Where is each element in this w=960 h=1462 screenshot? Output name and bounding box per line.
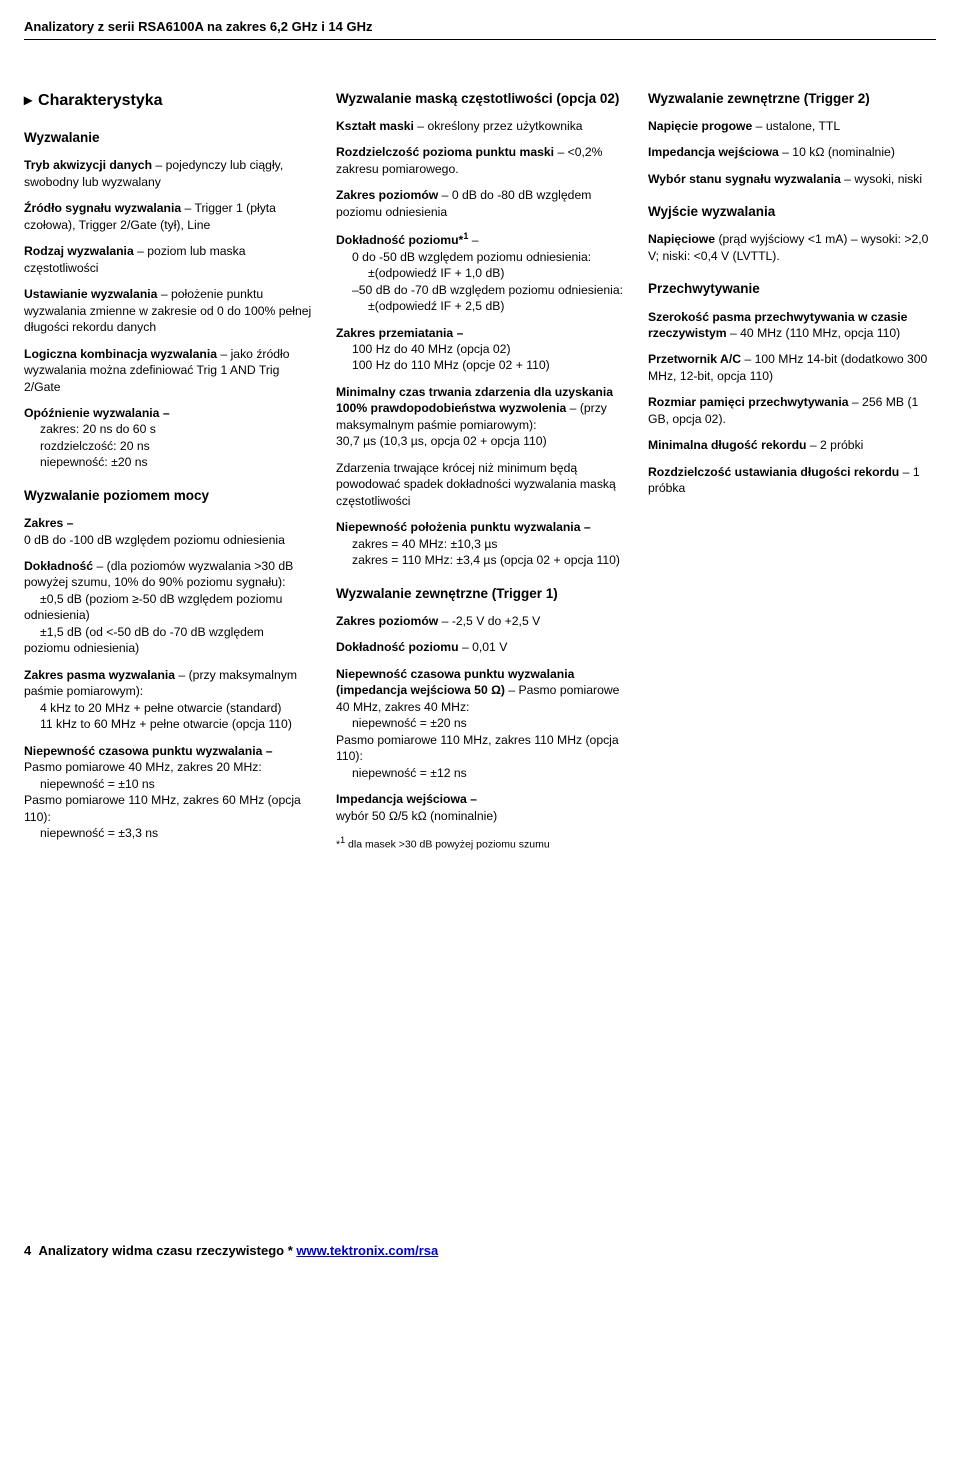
subheading-trig1: Wyzwalanie zewnętrzne (Trigger 1) [336, 585, 624, 603]
content-columns: ▸ Charakterystyka Wyzwalanie Tryb akwizyc… [24, 90, 936, 862]
spec-item: Rozdzielczość ustawiania długości rekord… [648, 464, 936, 497]
spec-item: Minimalny czas trwania zdarzenia dla uzy… [336, 384, 624, 450]
spec-item: Ustawianie wyzwalania – położenie punktu… [24, 286, 312, 335]
spec-item: Zakres pasma wyzwalania – (przy maksymal… [24, 667, 312, 733]
page-footer: 4 Analizatory widma czasu rzeczywistego … [24, 1242, 936, 1260]
column-2: Wyzwalanie maską częstotliwości (opcja 0… [336, 90, 624, 862]
spec-item: Dokładność poziomu – 0,01 V [336, 639, 624, 655]
subheading-przechwytywanie: Przechwytywanie [648, 280, 936, 298]
spec-item: Niepewność położenia punktu wyzwalania –… [336, 519, 624, 568]
spec-item: Źródło sygnału wyzwalania – Trigger 1 (p… [24, 200, 312, 233]
column-3: Wyzwalanie zewnętrzne (Trigger 2) Napięc… [648, 90, 936, 862]
spec-item: Niepewność czasowa punktu wyzwalania (im… [336, 666, 624, 781]
spec-item: Logiczna kombinacja wyzwalania – jako źr… [24, 346, 312, 395]
column-1: ▸ Charakterystyka Wyzwalanie Tryb akwizyc… [24, 90, 312, 862]
section-title-text: Charakterystyka [38, 92, 163, 109]
page-header: Analizatory z serii RSA6100A na zakres 6… [24, 18, 936, 40]
spec-item: Minimalna długość rekordu – 2 próbki [648, 437, 936, 453]
footer-text: Analizatory widma czasu rzeczywistego * [38, 1243, 296, 1258]
subheading-maska: Wyzwalanie maską częstotliwości (opcja 0… [336, 90, 624, 108]
spec-item: Zakres poziomów – -2,5 V do +2,5 V [336, 613, 624, 629]
spec-item: Zdarzenia trwające krócej niż minimum bę… [336, 460, 624, 509]
subheading-wyzwalanie: Wyzwalanie [24, 129, 312, 147]
spec-item: Wybór stanu sygnału wyzwalania – wysoki,… [648, 171, 936, 187]
spec-item: Impedancja wejściowa – 10 kΩ (nominalnie… [648, 144, 936, 160]
section-heading: ▸ Charakterystyka [24, 90, 312, 112]
spec-item: Tryb akwizycji danych – pojedynczy lub c… [24, 157, 312, 190]
footer-link[interactable]: www.tektronix.com/rsa [296, 1243, 438, 1258]
spec-item: Zakres –0 dB do -100 dB względem poziomu… [24, 515, 312, 548]
footnote: *1 dla masek >30 dB powyżej poziomu szum… [336, 834, 624, 852]
bullet-icon: ▸ [24, 90, 32, 112]
spec-item: Impedancja wejściowa –wybór 50 Ω/5 kΩ (n… [336, 791, 624, 824]
subheading-mocy: Wyzwalanie poziomem mocy [24, 487, 312, 505]
spec-item: Przetwornik A/C – 100 MHz 14-bit (dodatk… [648, 351, 936, 384]
spec-item: Napięciowe (prąd wyjściowy <1 mA) – wyso… [648, 231, 936, 264]
spec-item: Kształt maski – określony przez użytkown… [336, 118, 624, 134]
spec-item: Napięcie progowe – ustalone, TTL [648, 118, 936, 134]
subheading-trig2: Wyzwalanie zewnętrzne (Trigger 2) [648, 90, 936, 108]
spec-item: Dokładność – (dla poziomów wyzwalania >3… [24, 558, 312, 657]
spec-item: Zakres poziomów – 0 dB do -80 dB względe… [336, 187, 624, 220]
spec-item: Opóźnienie wyzwalania – zakres: 20 ns do… [24, 405, 312, 471]
subheading-wyjscie: Wyjście wyzwalania [648, 203, 936, 221]
spec-item: Szerokość pasma przechwytywania w czasie… [648, 309, 936, 342]
spec-item: Rozmiar pamięci przechwytywania – 256 MB… [648, 394, 936, 427]
spec-item: Rodzaj wyzwalania – poziom lub maska czę… [24, 243, 312, 276]
page-number: 4 [24, 1243, 31, 1258]
spec-item: Dokładność poziomu*1 – 0 do -50 dB wzglę… [336, 230, 624, 314]
spec-item: Niepewność czasowa punktu wyzwalania – P… [24, 743, 312, 842]
spec-item: Rozdzielczość pozioma punktu maski – <0,… [336, 144, 624, 177]
spec-item: Zakres przemiatania – 100 Hz do 40 MHz (… [336, 325, 624, 374]
